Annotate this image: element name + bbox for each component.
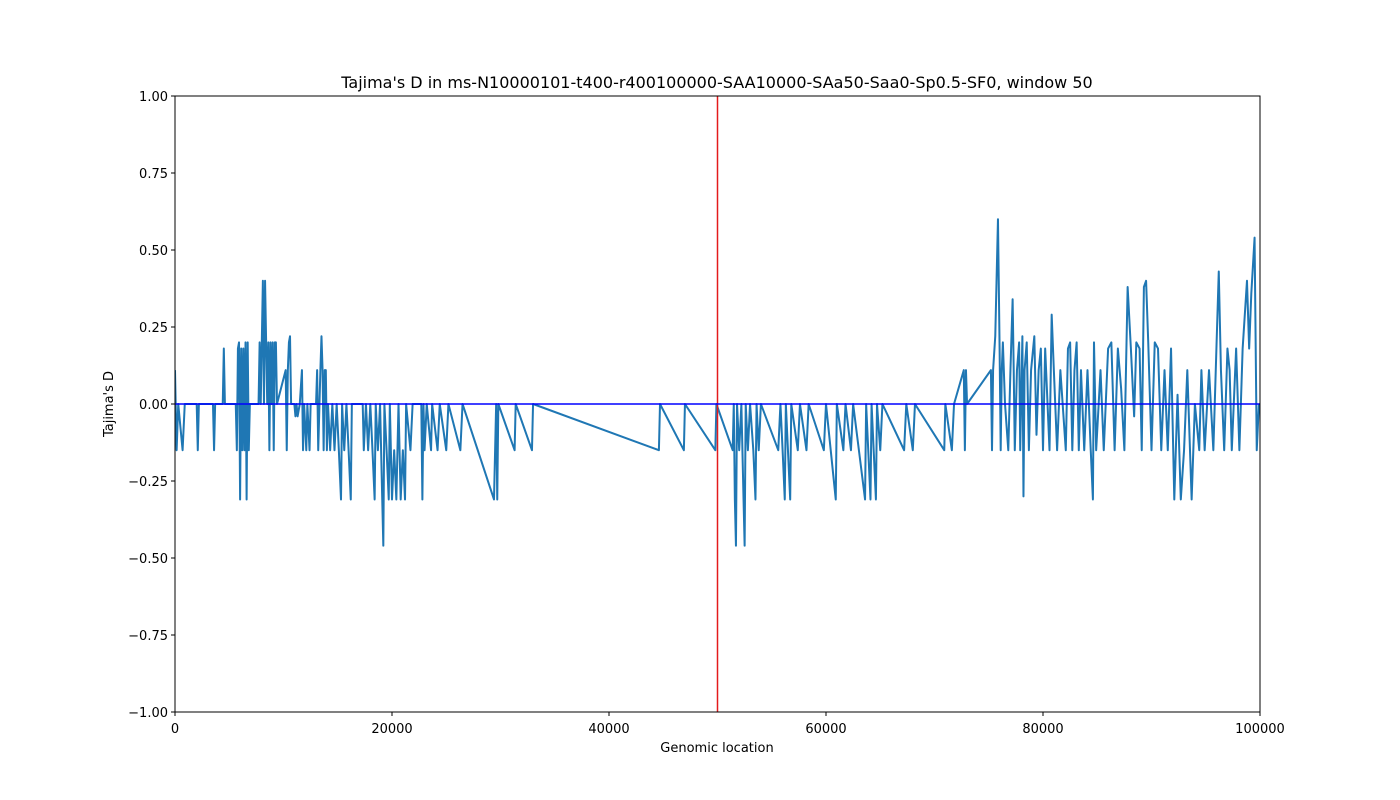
x-tick-label: 60000 xyxy=(805,722,846,737)
x-tick-label: 100000 xyxy=(1235,722,1285,737)
x-tick-label: 80000 xyxy=(1022,722,1063,737)
x-axis-label: Genomic location xyxy=(660,741,773,756)
y-tick-label: −0.50 xyxy=(128,552,168,567)
y-axis-label: Tajima's D xyxy=(102,371,117,438)
y-tick-label: 0.25 xyxy=(139,321,168,336)
x-tick-label: 40000 xyxy=(588,722,629,737)
y-tick-label: −0.75 xyxy=(128,629,168,644)
y-tick-label: −0.25 xyxy=(128,475,168,490)
plot-frame xyxy=(174,95,1261,713)
data-line xyxy=(175,218,1260,547)
x-tick-label: 20000 xyxy=(371,722,412,737)
y-tick-label: 0.75 xyxy=(139,167,168,182)
y-tick-label: 1.00 xyxy=(139,90,168,105)
y-tick-label: 0.00 xyxy=(139,398,168,413)
y-tick-label: 0.50 xyxy=(139,244,168,259)
chart-title: Tajima's D in ms-N10000101-t400-r4001000… xyxy=(340,73,1092,92)
x-tick-label: 0 xyxy=(171,722,179,737)
y-tick-label: −1.00 xyxy=(128,706,168,721)
